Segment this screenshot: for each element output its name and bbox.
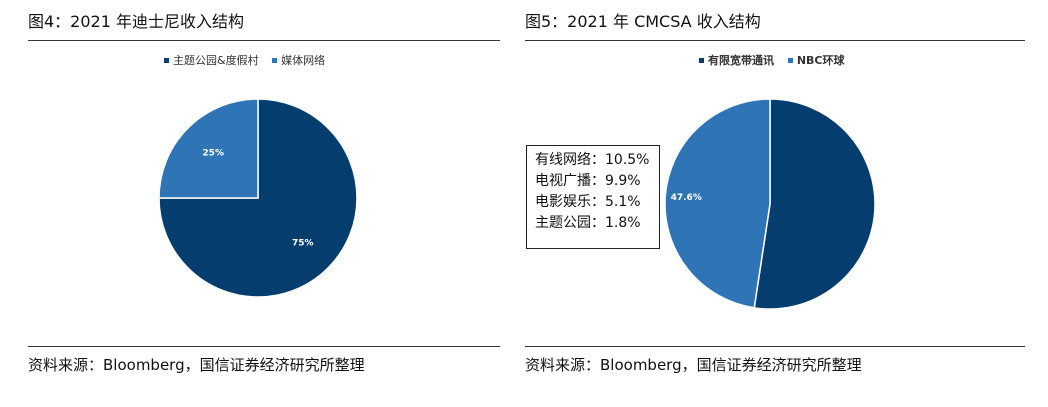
figure-4-pie-data-label-1: 25% xyxy=(202,149,224,159)
figure-4-legend: 主题公园&度假村 媒体网络 xyxy=(164,53,335,68)
legend-item-media-networks: 媒体网络 xyxy=(272,54,325,68)
legend-label-nbcuniversal: NBC环球 xyxy=(796,53,845,67)
figure-5-title: 图5：2021 年 CMCSA 收入结构 xyxy=(525,12,761,31)
legend-label-theme-parks: 主题公园&度假村 xyxy=(173,53,259,67)
figure-4-pie-chart: 75% 25% xyxy=(158,98,358,298)
legend-swatch-broadband xyxy=(699,58,704,63)
figure-5-pie-chart: 47.6% xyxy=(664,98,876,310)
figure-4-pie-slice-1 xyxy=(158,98,259,199)
legend-item-theme-parks: 主题公园&度假村 xyxy=(164,54,259,68)
figure-4-panel: 图4：2021 年迪士尼收入结构 主题公园&度假村 媒体网络 75% 25% 资料… xyxy=(28,0,500,407)
figure-5-panel: 图5：2021 年 CMCSA 收入结构 有限宽带通讯 NBC环球 47.6% … xyxy=(525,0,1025,407)
callout-line-filmed-entertainment: 电影娱乐：5.1% xyxy=(535,194,641,210)
figure-4-pie-data-label-0: 75% xyxy=(292,238,314,248)
legend-swatch-nbcuniversal xyxy=(787,58,793,63)
legend-item-nbcuniversal: NBC环球 xyxy=(787,53,845,68)
legend-label-media-networks: 媒体网络 xyxy=(281,53,326,67)
figure-5-pie-slice-0 xyxy=(753,98,876,310)
figure-5-top-rule xyxy=(525,40,1025,41)
figure-5-pie-slice-1 xyxy=(664,98,771,309)
legend-label-broadband: 有限宽带通讯 xyxy=(708,53,774,67)
figure-4-title: 图4：2021 年迪士尼收入结构 xyxy=(28,12,244,31)
figure-4-top-rule xyxy=(28,40,500,41)
figure-5-legend: 有限宽带通讯 NBC环球 xyxy=(699,53,855,68)
figure-5-source: 资料来源：Bloomberg，国信证券经济研究所整理 xyxy=(525,356,862,374)
callout-line-cable-networks: 有线网络：10.5% xyxy=(535,152,650,168)
figure-4-source: 资料来源：Bloomberg，国信证券经济研究所整理 xyxy=(28,356,365,374)
legend-swatch-theme-parks xyxy=(164,58,169,63)
callout-line-broadcast-tv: 电视广播：9.9% xyxy=(535,173,641,189)
legend-item-broadband: 有限宽带通讯 xyxy=(699,54,774,68)
nbcuniversal-breakdown-callout: 有线网络：10.5% 电视广播：9.9% 电影娱乐：5.1% 主题公园：1.8% xyxy=(526,145,660,249)
figure-5-pie-data-label-1: 47.6% xyxy=(671,193,702,203)
legend-swatch-media-networks xyxy=(272,58,278,63)
figure-4-bottom-rule xyxy=(28,346,500,347)
callout-line-theme-parks: 主题公园：1.8% xyxy=(535,215,641,231)
figure-5-bottom-rule xyxy=(525,346,1025,347)
